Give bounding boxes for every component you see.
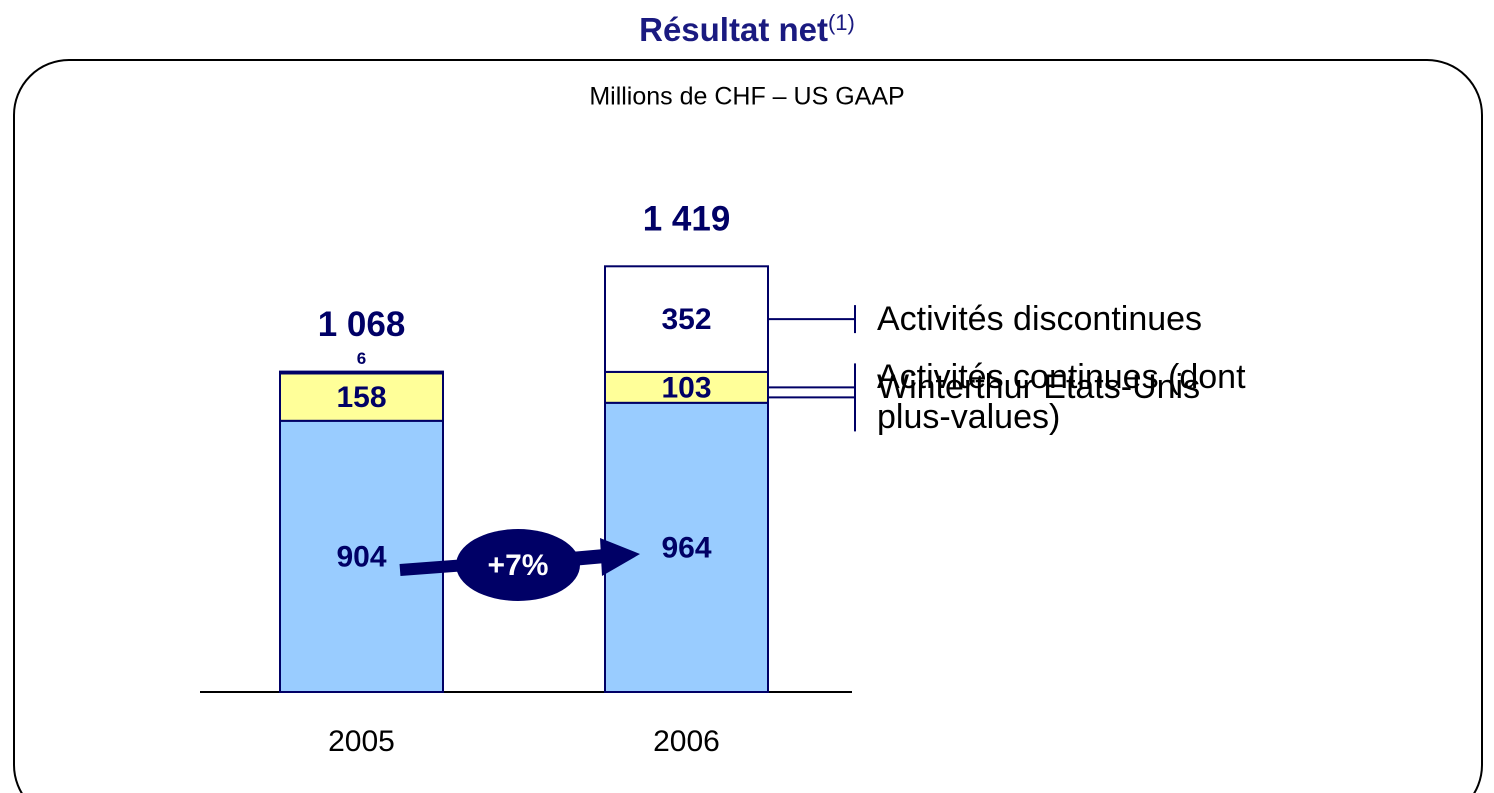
annotation: +7%	[488, 549, 549, 582]
arrow-head	[600, 538, 640, 576]
x-tick-label: 2006	[653, 725, 720, 758]
legend-label: Winterthur Etats-Unis	[877, 368, 1201, 407]
bar-segment	[279, 419, 444, 693]
x-tick-label: 2005	[328, 725, 395, 758]
bar-segment	[604, 401, 769, 693]
bar-segment	[279, 370, 444, 375]
legend-label: Activités discontinues	[877, 300, 1203, 339]
value-label: 904	[336, 540, 386, 573]
bar-segment	[279, 372, 444, 422]
title-note: (1)	[828, 10, 855, 35]
total-label: 1 419	[643, 200, 731, 239]
value-label: 158	[336, 381, 386, 414]
frame	[13, 59, 1483, 793]
bar-segment	[604, 265, 769, 373]
title-text: Résultat net	[639, 11, 828, 48]
chart-title: Résultat net(1)	[639, 10, 855, 48]
value-label: 964	[661, 531, 711, 564]
value-label: 103	[661, 371, 711, 404]
chart-subtitle: Millions de CHF – US GAAP	[589, 83, 904, 111]
total-label: 1 068	[318, 305, 406, 344]
legend-label: Activités continues (dont plus-values)	[877, 358, 1246, 437]
value-label: 6	[357, 349, 366, 368]
value-label: 352	[661, 303, 711, 336]
annotation-bubble	[456, 529, 580, 601]
